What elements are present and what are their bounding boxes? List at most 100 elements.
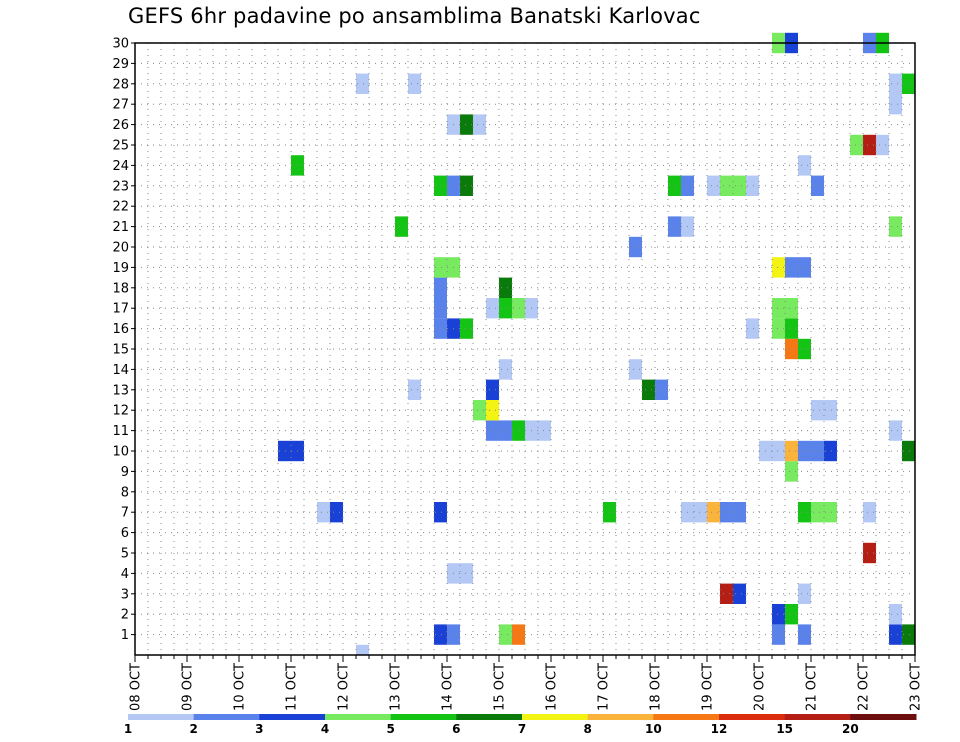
precip-cell [733, 175, 746, 196]
colorbar-label: 1 [124, 722, 132, 736]
colorbar-swatch [193, 714, 260, 720]
precip-cell [538, 420, 551, 441]
x-axis-labels: 08 OCT 09 OCT 10 OCT 11 OCT 12 OCT 13 OCT 14 O… [129, 663, 924, 711]
colorbar-label: 8 [583, 722, 591, 736]
precip-cell [460, 114, 473, 135]
x-tick-label: 08 OCT [129, 663, 144, 711]
precip-cell [460, 318, 473, 339]
x-tick-label: 18 OCT [649, 663, 664, 711]
precip-cell [512, 420, 525, 441]
y-tick-label: 13 [112, 383, 129, 398]
colorbar-label: 5 [386, 722, 394, 736]
precip-cell [356, 644, 369, 655]
precip-cell [824, 440, 837, 462]
y-tick-label: 6 [121, 526, 129, 541]
precip-cell [889, 216, 902, 237]
precip-cell [460, 563, 473, 584]
colorbar-swatch [259, 714, 326, 720]
precip-cell [499, 624, 512, 645]
precip-cell [668, 175, 681, 196]
y-tick-label: 16 [112, 322, 129, 337]
colorbar-swatch [522, 714, 589, 720]
precip-cell [330, 502, 343, 523]
precip-cell [902, 624, 915, 645]
precip-cell [772, 624, 785, 645]
y-tick-label: 25 [112, 139, 129, 154]
colorbar-label: 7 [518, 722, 526, 736]
precip-cell [434, 502, 447, 523]
precip-cell [434, 277, 447, 298]
y-tick-label: 9 [121, 465, 129, 480]
precip-cell [668, 216, 681, 237]
precip-cell [512, 624, 525, 645]
colorbar-label: 4 [321, 722, 329, 736]
precip-cell [785, 440, 798, 462]
precip-cell [798, 502, 811, 523]
colorbar-swatch [456, 714, 523, 720]
precip-cell [733, 502, 746, 523]
colorbar-swatch [128, 714, 195, 720]
precip-cell [434, 298, 447, 319]
precip-cell [811, 440, 824, 462]
precip-cell [486, 420, 499, 441]
precip-cell [902, 440, 915, 462]
precip-cell [889, 420, 902, 441]
precip-cell [785, 298, 798, 319]
x-tick-label: 19 OCT [701, 663, 716, 711]
precip-cell [499, 420, 512, 441]
colorbar-swatch [784, 714, 851, 720]
precip-cell [317, 502, 330, 523]
y-tick-label: 18 [112, 281, 129, 296]
precip-cell [863, 502, 876, 523]
y-tick-label: 23 [112, 179, 129, 194]
precip-cell [473, 400, 486, 421]
precip-cell [824, 502, 837, 523]
precip-cell [811, 400, 824, 421]
precip-cell [889, 73, 902, 94]
precip-cell [733, 583, 746, 604]
y-tick-label: 29 [112, 57, 129, 72]
y-tick-label: 5 [121, 547, 129, 562]
y-tick-label: 22 [112, 200, 129, 215]
x-tick-label: 13 OCT [389, 663, 404, 711]
colorbar-label: 2 [189, 722, 197, 736]
precip-cell [772, 440, 785, 462]
precip-cell [356, 73, 369, 94]
colorbar-label: 20 [842, 722, 859, 736]
precip-cell [746, 175, 759, 196]
y-tick-label: 28 [112, 77, 129, 92]
precip-cell [486, 400, 499, 421]
precip-cell [876, 134, 889, 156]
y-tick-label: 3 [121, 587, 129, 602]
precip-cell [460, 175, 473, 196]
y-tick-label: 21 [112, 220, 129, 235]
precip-cell [798, 440, 811, 462]
x-tick-label: 22 OCT [857, 663, 872, 711]
precip-cell [746, 318, 759, 339]
precip-cell [785, 338, 798, 360]
precip-cell [772, 257, 785, 278]
colorbar-swatch [325, 714, 392, 720]
y-tick-label: 15 [112, 343, 129, 358]
precip-cell [499, 359, 512, 380]
colorbar-swatch [653, 714, 720, 720]
precip-cell [629, 359, 642, 380]
precip-cell [785, 257, 798, 278]
x-tick-label: 15 OCT [493, 663, 508, 711]
x-tick-label: 20 OCT [753, 663, 768, 711]
precip-cell [486, 298, 499, 319]
precip-cell [707, 502, 720, 523]
colorbar-swatch [850, 714, 917, 720]
precip-cell [408, 379, 421, 400]
x-tick-label: 10 OCT [233, 663, 248, 711]
precip-cell [811, 175, 824, 196]
colorbar-label: 10 [645, 722, 662, 736]
precip-cell [642, 379, 655, 400]
colorbar-label: 12 [711, 722, 728, 736]
colorbar-label: 3 [255, 722, 263, 736]
precip-cell [824, 400, 837, 421]
y-axis-labels: 1234567891011121314151617181920212223242… [112, 37, 129, 644]
precip-cell [629, 236, 642, 258]
colorbar-swatch [719, 714, 786, 720]
